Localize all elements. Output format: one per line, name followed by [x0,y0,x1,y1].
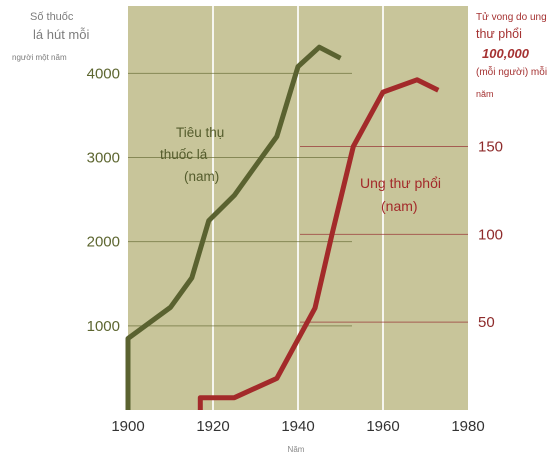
right-axis-title-line-4: (mỗi người) mỗi [476,65,547,78]
series-label-cigarette-line-1: Tiêu thụ [176,125,224,140]
left-axis-title: Số thuốc lá hút mỗi người một năm [12,11,89,62]
left-axis-title-line-2: lá hút mỗi [33,27,89,42]
right-axis-title-line-5: năm [476,89,494,99]
cigarette-consumption-line [125,44,342,410]
series-label-lung-line-2: (nam) [381,198,418,214]
series-label-lung-cancer: Ung thư phổi (nam) [360,175,441,214]
right-axis-title-line-2: thư phổi [476,27,522,41]
left-axis-title-line-1: Số thuốc [30,11,74,23]
right-axis-title: Tử vong do ung thư phổi 100,000 (mỗi ngư… [476,11,547,99]
x-tick-label: 1960 [366,418,399,435]
right-axis-title-line-1: Tử vong do ung [476,11,547,23]
left-tick-label: 3000 [87,150,120,167]
right-tick-label: 100 [478,226,503,243]
series-label-cigarette: Tiêu thụ thuốc lá (nam) [160,125,224,184]
lung-cancer-line [197,77,440,410]
x-tick-label: 1940 [281,418,314,435]
x-tick-label: 1980 [451,418,484,435]
right-tick-label: 50 [478,314,495,331]
left-axis-tick-labels: 1000 2000 3000 4000 [87,65,120,335]
series-label-lung-line-1: Ung thư phổi [360,175,441,191]
left-axis-title-line-3: người một năm [12,53,67,62]
right-tick-label: 150 [478,139,503,156]
right-axis-tick-labels: 50 100 150 [478,139,503,332]
right-axis-title-line-3: 100,000 [482,46,530,61]
series-label-cigarette-line-2: thuốc lá [160,147,208,162]
left-tick-label: 4000 [87,65,120,82]
x-axis-label: Năm [288,445,305,454]
left-tick-label: 2000 [87,234,120,251]
series-lines [125,44,440,410]
horizontal-gridlines [128,72,468,327]
x-tick-label: 1920 [196,418,229,435]
x-tick-label: 1900 [111,418,144,435]
series-label-cigarette-line-3: (nam) [184,169,219,184]
left-tick-label: 1000 [87,318,120,335]
x-axis-tick-labels: 1900 1920 1940 1960 1980 [111,418,484,435]
